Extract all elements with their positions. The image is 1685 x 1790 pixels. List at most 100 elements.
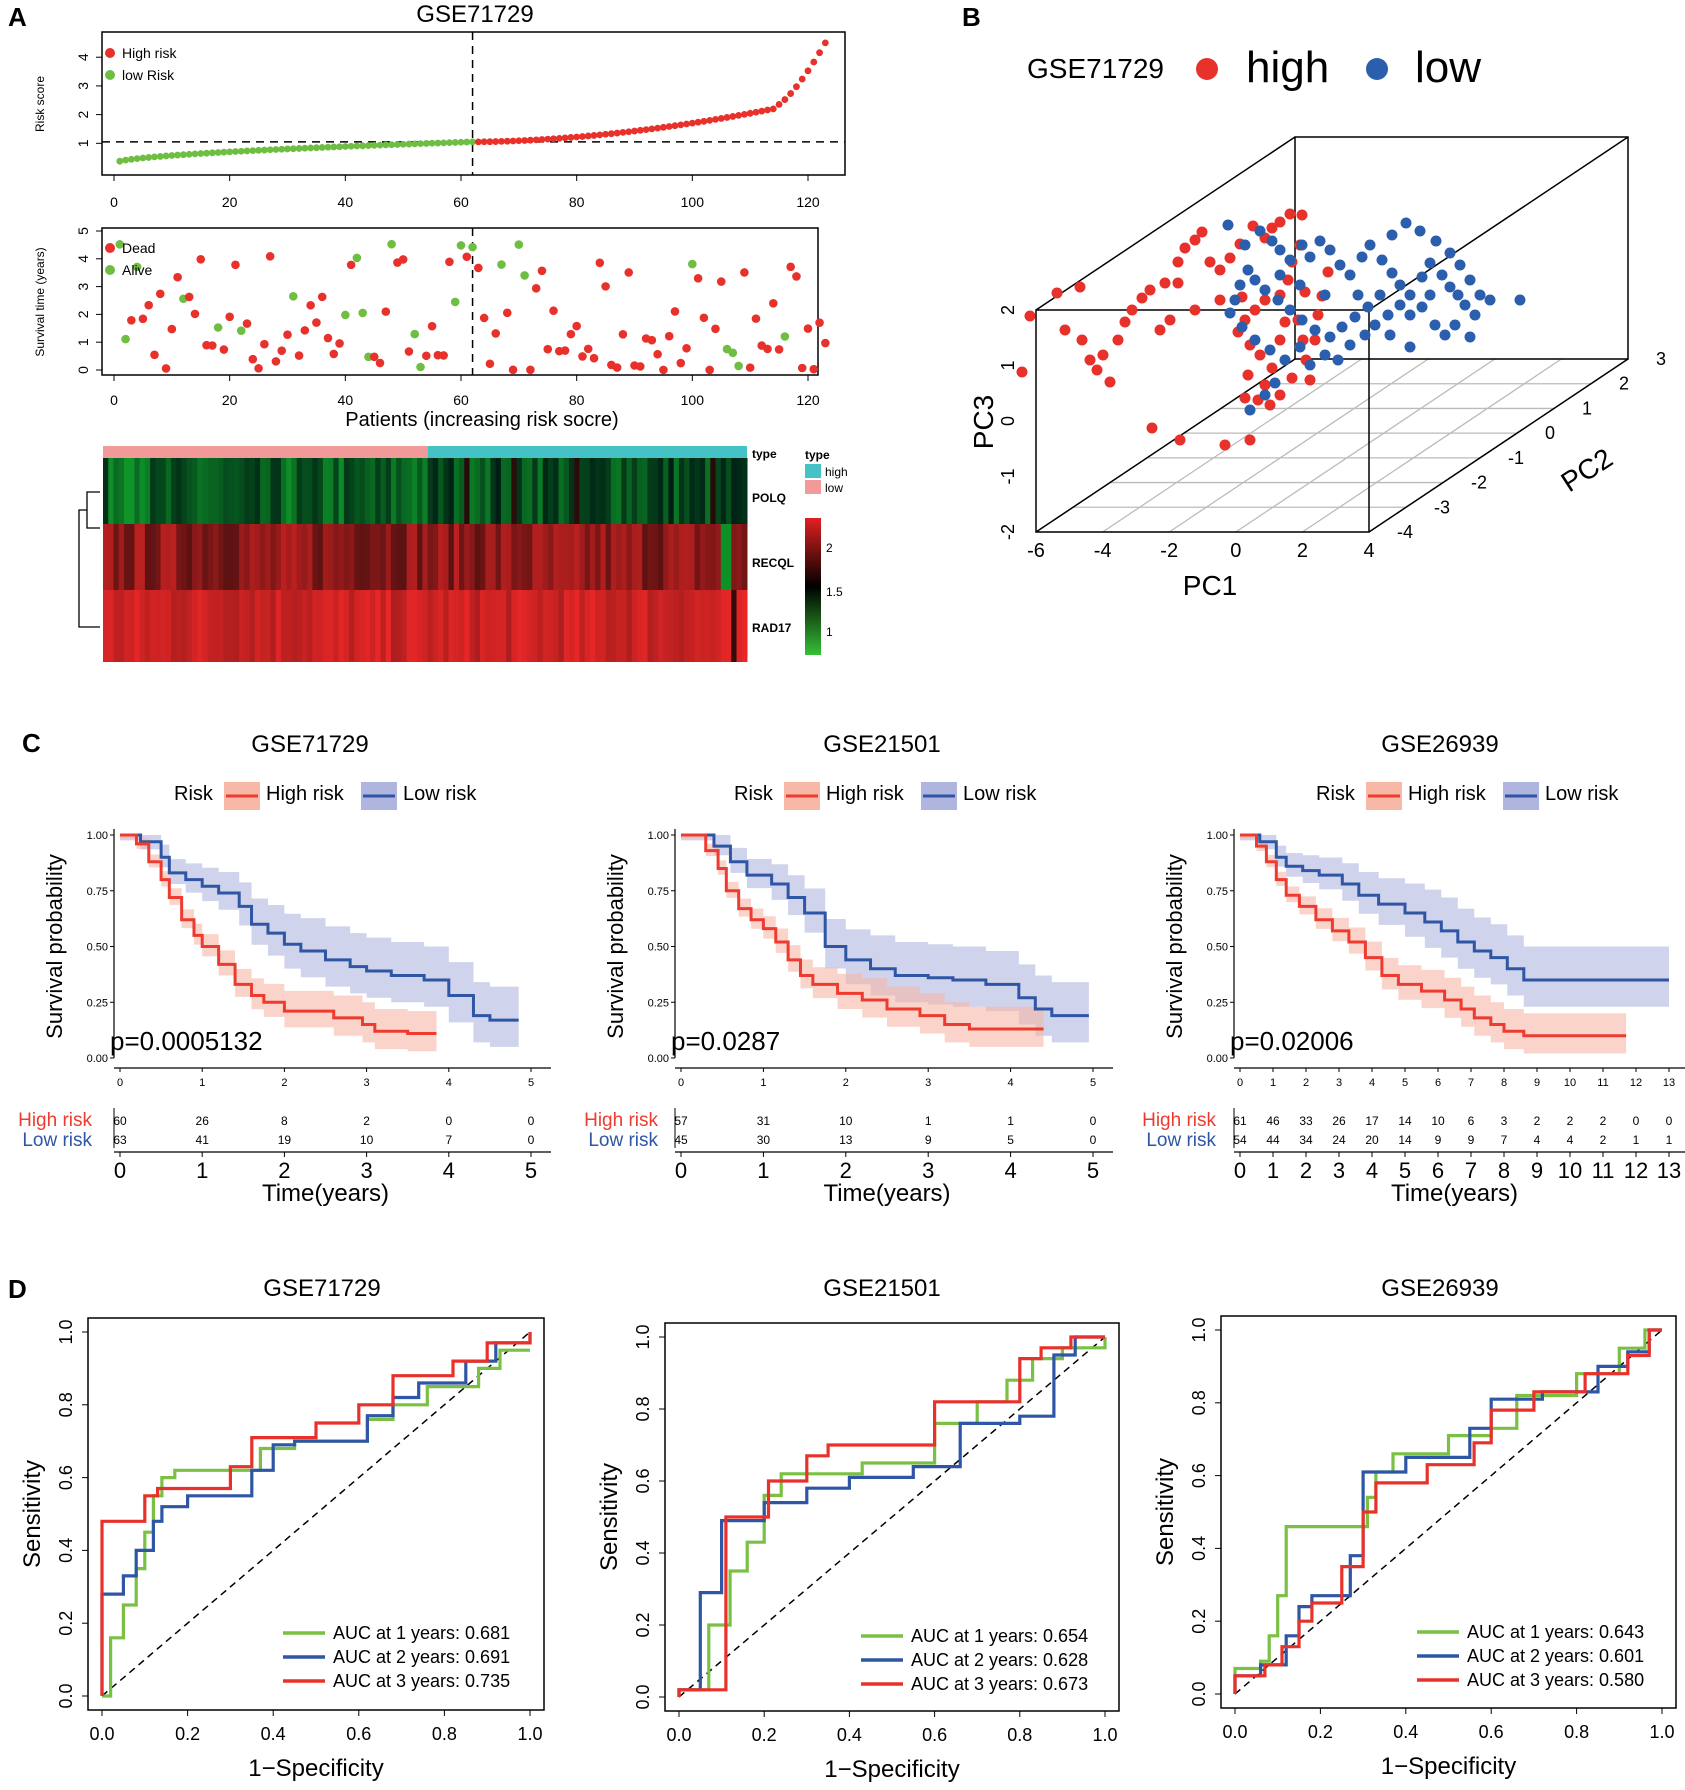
risk-score-point xyxy=(324,143,332,151)
heatmap-cell xyxy=(736,458,743,524)
pca-point-low xyxy=(1362,301,1374,313)
pca-point-low xyxy=(1416,271,1428,283)
km1-body: Risk High risk Low risk0.000.250.500.751.0… xyxy=(18,782,551,1207)
km1-title: GSE71729 xyxy=(251,731,368,758)
survival-point-dead xyxy=(693,274,703,283)
pca-point-high xyxy=(1159,277,1171,289)
pca-floor-grid xyxy=(1035,358,1629,533)
km-risktable-high-count: 57 xyxy=(674,1114,688,1128)
heatmap-cell xyxy=(689,524,696,590)
risk-score-point xyxy=(683,120,690,128)
heatmap-cell xyxy=(443,590,450,662)
heatmap-annotation-high xyxy=(427,446,747,458)
pca-point-high xyxy=(1097,349,1109,361)
km-ylabel: Survival probability xyxy=(1162,854,1187,1039)
heatmap-cell xyxy=(574,458,580,524)
heatmap-cell xyxy=(715,458,722,524)
heatmap-cell xyxy=(511,524,518,590)
roc-xtick-label: 0.4 xyxy=(261,1724,286,1744)
risk-score-point xyxy=(821,39,829,47)
pca-point-high xyxy=(1264,399,1276,411)
risk-score-ytick-label: 1 xyxy=(75,139,91,147)
heatmap-cell xyxy=(668,458,675,524)
pca-point-low xyxy=(1484,294,1496,306)
risk-score-point xyxy=(237,147,245,155)
risk-score-point xyxy=(191,150,199,158)
heatmap-cell xyxy=(438,590,444,662)
heatmap-cell xyxy=(150,458,156,524)
roc-legend-label: AUC at 1 years: 0.643 xyxy=(1467,1622,1644,1642)
km-risktable-low-count: 7 xyxy=(445,1133,452,1147)
heatmap-cell xyxy=(265,590,272,662)
km-low-risk-curve xyxy=(1240,833,1669,982)
pca-pc3-label: PC3 xyxy=(968,395,999,449)
heatmap-cell xyxy=(192,590,198,662)
pca-point-high xyxy=(1239,392,1251,404)
pca-grid-line xyxy=(1102,358,1362,533)
km-risktable-low-count: 34 xyxy=(1299,1133,1313,1147)
risk-score-point xyxy=(677,121,685,129)
risk-score-point xyxy=(232,148,239,155)
risk-score-point xyxy=(480,138,488,146)
heatmap-cell xyxy=(427,524,434,590)
heatmap-cell xyxy=(411,458,418,524)
heatmap-cell xyxy=(343,524,350,590)
km-low-risk-curve xyxy=(120,833,519,1022)
heatmap-cell xyxy=(123,524,130,590)
expression-heatmap: type POLQ RECQL RAD17 type high low 2 1.… xyxy=(78,446,848,662)
km-risktable-xtick-label: 11 xyxy=(1592,1158,1615,1183)
survival-point-dead xyxy=(479,313,489,323)
survival-point-dead xyxy=(705,365,714,375)
heatmap-cell xyxy=(527,590,533,662)
heatmap-cell xyxy=(417,524,423,590)
heatmap-cell xyxy=(621,590,628,662)
heatmap-cell xyxy=(589,524,596,590)
pca-point-low xyxy=(1336,321,1348,333)
heatmap-cell xyxy=(631,458,638,524)
pca-point-low xyxy=(1414,225,1426,237)
heatmap-cell xyxy=(741,458,748,524)
km-xtick-label: 4 xyxy=(446,1077,452,1089)
pca-point-high xyxy=(1266,362,1278,374)
heatmap-cell xyxy=(595,590,601,662)
heatmap-cell xyxy=(150,590,156,662)
roc-xtick-label: 1.0 xyxy=(1649,1722,1674,1742)
survival-point-dead xyxy=(485,359,495,369)
survival-point-dead xyxy=(635,362,645,371)
heatmap-cell xyxy=(443,524,450,590)
heatmap-cell xyxy=(710,458,717,524)
risk-score-point xyxy=(393,141,401,148)
heatmap-cell xyxy=(349,458,355,524)
km-plot-gse26939: GSE26939 Risk High risk Low risk0.000.250.… xyxy=(1142,731,1685,1207)
survival-point-dead xyxy=(792,272,801,281)
survival-point-dead xyxy=(659,365,668,375)
heatmap-cell xyxy=(113,590,120,662)
heatmap-cell xyxy=(301,458,308,524)
survival-point-dead xyxy=(612,363,622,372)
heatmap-cell xyxy=(527,524,533,590)
risk-score-point xyxy=(671,122,679,130)
survival-status-ylabel: Survival time (years) xyxy=(33,247,47,356)
km-risktable-low-count: 4 xyxy=(1534,1133,1541,1147)
risk-score-ytick-label: 4 xyxy=(75,53,91,61)
heatmap-cell xyxy=(584,590,591,662)
survival-point-dead xyxy=(294,351,304,360)
heatmap-cell xyxy=(301,590,308,662)
heatmap-cell xyxy=(532,590,539,662)
pca-legend-low-label: low xyxy=(1415,43,1481,92)
heatmap-cell xyxy=(401,590,408,662)
risk-score-point xyxy=(798,75,806,83)
risk-score-point xyxy=(446,139,453,147)
survival-point-dead xyxy=(317,292,327,302)
survival-point-dead xyxy=(583,344,593,354)
roc-xtick-label: 1.0 xyxy=(1092,1725,1117,1745)
pca-point-low xyxy=(1332,354,1344,366)
pca-point-low xyxy=(1394,299,1406,311)
km-risktable-low-count: 0 xyxy=(528,1133,535,1147)
risk-score-point xyxy=(208,149,216,157)
km-risktable-xtick-label: 1 xyxy=(757,1158,769,1183)
heatmap-cell xyxy=(354,524,361,590)
heatmap-cell xyxy=(668,524,675,590)
survival-point-alive xyxy=(468,242,477,252)
risk-score-point xyxy=(532,136,540,144)
